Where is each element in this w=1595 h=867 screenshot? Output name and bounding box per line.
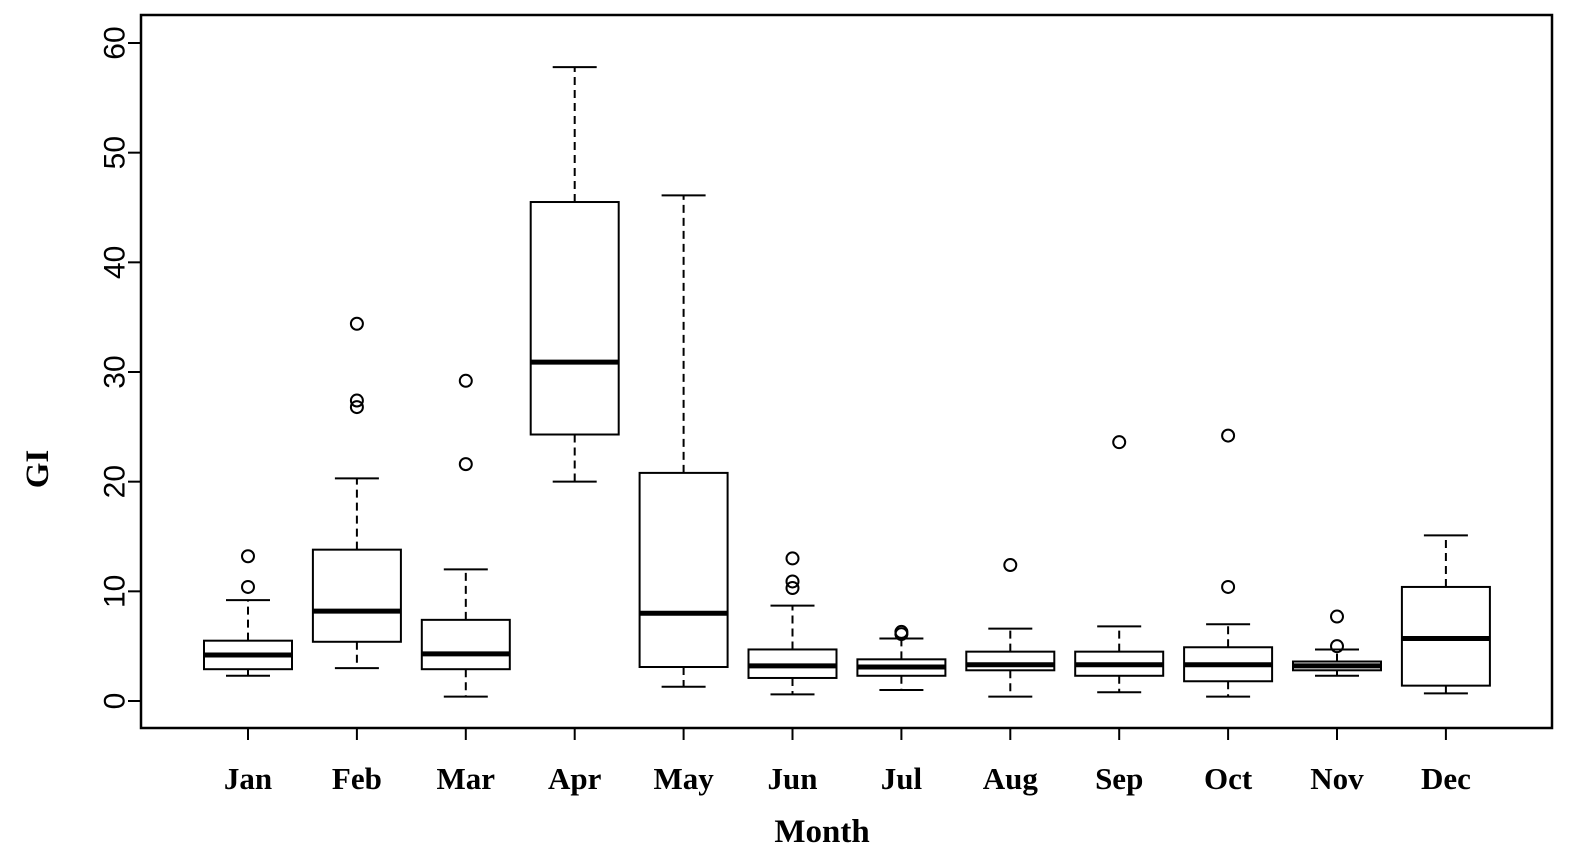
outlier-point (1221, 428, 1236, 443)
y-tick-label: 10 (99, 575, 132, 608)
x-tick-label: Aug (983, 761, 1039, 796)
outlier-point (1112, 435, 1127, 450)
x-tick-label: Jun (768, 761, 818, 796)
outlier-point (894, 624, 909, 639)
outlier-point (785, 551, 800, 566)
outlier-point (1221, 579, 1236, 594)
outlier-point (1330, 639, 1344, 654)
x-tick-label: Apr (548, 761, 602, 796)
x-tick-label: Jan (224, 761, 272, 796)
x-tick-label: Oct (1204, 761, 1253, 796)
outlier-point (241, 579, 255, 594)
box-sep (1074, 435, 1165, 694)
box-feb (311, 316, 402, 670)
outlier-point (785, 574, 800, 589)
x-tick-label: Feb (332, 761, 382, 796)
x-tick-label: May (653, 761, 714, 796)
box-iqr (311, 548, 402, 643)
y-tick-label: 40 (99, 246, 132, 279)
box-dec (1400, 534, 1491, 695)
y-tick-label: 20 (99, 465, 132, 498)
outlier-point (349, 400, 364, 415)
outlier-point (458, 373, 473, 388)
outlier-point (458, 457, 473, 472)
x-tick-label: Dec (1421, 761, 1471, 796)
outlier-point (1003, 558, 1018, 573)
x-tick-label: Mar (437, 761, 496, 796)
box-aug (965, 558, 1056, 698)
box-jan (203, 549, 293, 677)
box-jun (747, 551, 838, 696)
box-iqr (420, 618, 511, 671)
outlier-point (1330, 609, 1344, 624)
x-axis: Jan Feb Mar Apr May Jun Jul Aug Sep Oct Nov Dec (224, 728, 1471, 796)
outlier-point (785, 581, 800, 596)
box-series (203, 66, 1491, 698)
box-iqr (965, 650, 1056, 672)
y-tick-label: 30 (99, 355, 132, 388)
outlier-point (349, 393, 364, 408)
box-jul (856, 624, 947, 692)
y-axis-title: GI (20, 450, 56, 489)
x-tick-label: Jul (881, 761, 923, 796)
box-oct (1183, 428, 1274, 698)
y-tick-label: 0 (99, 693, 132, 710)
y-axis: 0 10 20 30 40 50 60 (99, 26, 141, 710)
outlier-point (349, 316, 364, 331)
y-tick-label: 50 (99, 136, 132, 169)
x-axis-title: Month (774, 814, 869, 850)
x-tick-label: Sep (1095, 761, 1143, 796)
box-nov (1292, 609, 1382, 677)
outlier-point (241, 549, 255, 564)
y-tick-label: 60 (99, 26, 132, 59)
box-iqr (638, 471, 729, 669)
x-tick-label: Nov (1310, 761, 1364, 796)
box-apr (529, 66, 620, 483)
box-may (638, 194, 729, 688)
box-iqr (529, 201, 620, 436)
box-mar (420, 373, 511, 698)
